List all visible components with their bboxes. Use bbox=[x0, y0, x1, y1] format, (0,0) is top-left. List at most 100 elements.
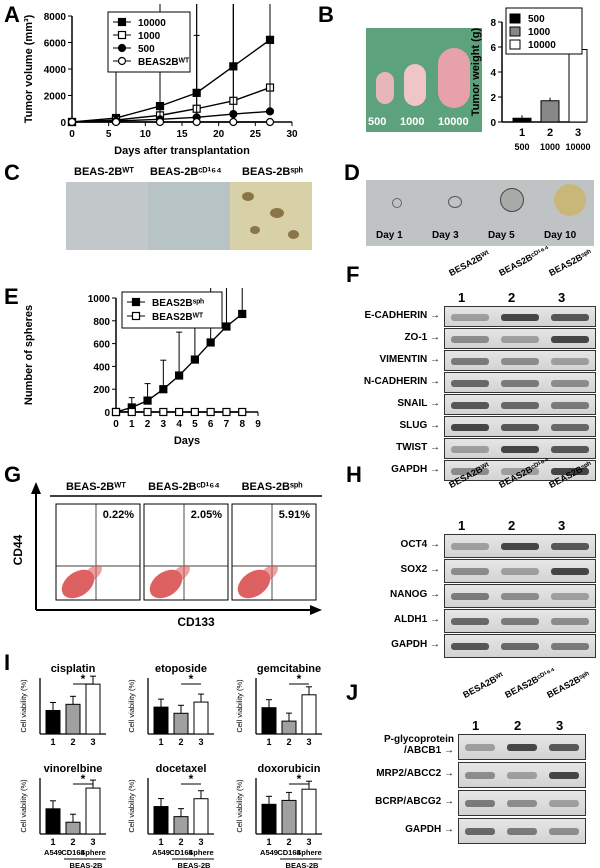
category-label: 3 bbox=[198, 737, 203, 747]
blot-band bbox=[551, 357, 589, 365]
data-point bbox=[143, 407, 152, 417]
x-axis-label: Days after transplantation bbox=[114, 145, 250, 157]
data-point bbox=[159, 407, 168, 417]
viability-bar bbox=[173, 816, 189, 835]
category-label: 2 bbox=[70, 737, 75, 747]
photo-label-1000: 1000 bbox=[400, 116, 425, 128]
lane-number: 2 bbox=[508, 290, 516, 305]
category-label: 3 bbox=[90, 837, 95, 847]
panel-letter-i: I bbox=[4, 650, 11, 675]
panel-letter-g: G bbox=[4, 462, 22, 487]
category-label: 2 bbox=[178, 737, 183, 747]
blot-band bbox=[451, 335, 489, 343]
category-label: 2 bbox=[547, 127, 553, 139]
drug-title: docetaxel bbox=[156, 763, 207, 775]
lane-number: 1 bbox=[472, 718, 480, 733]
blot-band bbox=[451, 593, 489, 600]
y-axis-label: Number of spheres bbox=[23, 305, 35, 405]
blot-band bbox=[451, 618, 489, 625]
viability-bar bbox=[65, 703, 81, 735]
legend-label: 500 bbox=[138, 44, 155, 55]
percent-label: 2.05% bbox=[191, 509, 222, 521]
y-tick-label: 0 bbox=[60, 118, 66, 129]
legend-swatch bbox=[509, 26, 521, 37]
panel-letter-d: D bbox=[344, 160, 360, 185]
x-tick-label: 8 bbox=[239, 419, 245, 430]
blot-band bbox=[501, 423, 539, 431]
sample-label: A549 bbox=[260, 848, 278, 857]
data-point bbox=[159, 385, 168, 394]
x-tick-label: 4 bbox=[176, 419, 182, 430]
y-axis-label: Cell viability (%) bbox=[235, 779, 244, 833]
blot-band bbox=[551, 543, 589, 550]
cd44-label: CD44 bbox=[11, 534, 25, 565]
blot-band bbox=[501, 357, 539, 365]
blot-band bbox=[551, 618, 589, 625]
category-label: 1 bbox=[519, 127, 525, 139]
day-5-label: Day 5 bbox=[488, 230, 515, 241]
category-label: 1 bbox=[50, 837, 55, 847]
lane-number: 2 bbox=[514, 718, 522, 733]
legend-swatch bbox=[509, 13, 521, 24]
y-tick-label: 200 bbox=[93, 385, 110, 396]
protein-label: TWIST → bbox=[396, 441, 440, 453]
micrograph-sphere bbox=[230, 182, 312, 250]
x-tick-label: 0 bbox=[69, 129, 75, 140]
blot-strip bbox=[458, 734, 586, 760]
blot-band bbox=[501, 335, 539, 343]
y-tick-label: 800 bbox=[93, 317, 110, 328]
significance-star: * bbox=[81, 672, 86, 686]
panel-letter-e: E bbox=[4, 284, 19, 309]
protein-label: VIMENTIN → bbox=[379, 353, 440, 365]
flow-header: BEAS-2Bᶜᴰ¹⁶⁴ bbox=[148, 481, 220, 493]
sample-label: CD164 bbox=[61, 848, 85, 857]
legend-marker bbox=[117, 30, 127, 40]
data-point bbox=[143, 396, 152, 405]
panel-letter-a: A bbox=[4, 2, 20, 27]
x-tick-label: 25 bbox=[250, 129, 262, 140]
data-point bbox=[192, 117, 201, 127]
x-tick-label: 2 bbox=[145, 419, 151, 430]
blot-band bbox=[501, 568, 539, 575]
blot-band bbox=[465, 800, 495, 807]
day-10-label: Day 10 bbox=[544, 230, 577, 241]
blot-band bbox=[551, 313, 589, 321]
legend-swatch bbox=[509, 39, 521, 50]
data-point bbox=[190, 355, 199, 364]
blot-band bbox=[451, 467, 489, 475]
lane-header: BEAS2Bˢᵖʰ bbox=[547, 247, 594, 278]
category-label: 3 bbox=[198, 837, 203, 847]
lane-header: BESA2Bᵂᵗ bbox=[447, 248, 492, 278]
cell-population-tail bbox=[258, 565, 278, 583]
blot-band bbox=[507, 772, 537, 779]
legend-label: 10000 bbox=[138, 18, 166, 29]
blot-band bbox=[549, 800, 579, 807]
viability-bar bbox=[301, 694, 317, 735]
legend-marker bbox=[117, 56, 127, 66]
micrograph-label-wt: BEAS-2Bᵂᵀ bbox=[74, 166, 135, 178]
blot-band bbox=[501, 543, 539, 550]
legend-label: 500 bbox=[528, 14, 545, 25]
tumor-weight-chart: 0 2 4 6 8 Tumor weight (g) 1 500 2 1000 3 10000 500 1… bbox=[470, 7, 591, 152]
x-tick-label: 0 bbox=[113, 419, 119, 430]
x-tick-label: 9 bbox=[255, 419, 261, 430]
drug-title: gemcitabine bbox=[257, 663, 321, 675]
y-tick-label: 6 bbox=[490, 43, 496, 54]
cd133-label: CD133 bbox=[177, 615, 215, 629]
protein-label: NANOG → bbox=[390, 589, 440, 600]
lane-number: 3 bbox=[558, 518, 566, 533]
viability-bar bbox=[153, 706, 169, 735]
data-point bbox=[127, 407, 136, 417]
tumor-volume-chart: 0 5 10 15 20 25 30 0 2000 4000 6000 8000 Days after … bbox=[23, 4, 298, 157]
legend-label: 1000 bbox=[138, 31, 161, 42]
y-tick-label: 2000 bbox=[44, 92, 67, 103]
significance-star: * bbox=[81, 772, 86, 786]
x-tick-label: 3 bbox=[161, 419, 167, 430]
viability-bar bbox=[193, 701, 209, 735]
sphere-timeline-photos: Day 1 Day 3 Day 5 Day 10 bbox=[366, 180, 594, 246]
drug-title: vinorelbine bbox=[44, 763, 103, 775]
sample-label: Sphere bbox=[80, 848, 105, 857]
protein-label: BCRP/ABCG2 → bbox=[375, 796, 454, 807]
